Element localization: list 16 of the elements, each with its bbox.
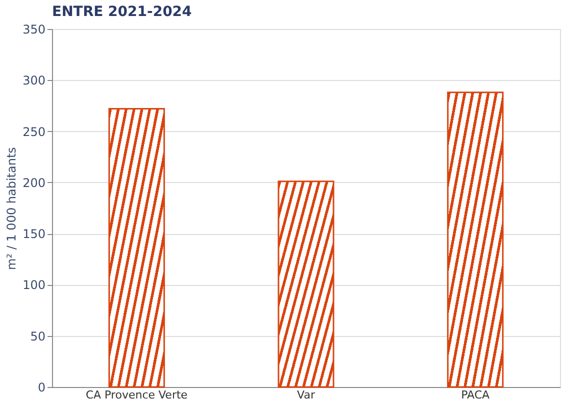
bar	[108, 108, 165, 388]
x-tick-label: Var	[297, 388, 316, 402]
y-tick-label: 0	[38, 380, 46, 394]
y-tick-label: 350	[22, 22, 46, 36]
y-tick-label: 250	[22, 124, 46, 139]
y-tick-label: 50	[30, 329, 46, 344]
x-tick-label: CA Provence Verte	[86, 388, 188, 402]
y-tick-label: 300	[22, 74, 46, 88]
x-tick-label: PACA	[461, 388, 490, 402]
y-tick-label: 100	[22, 278, 46, 292]
bar	[447, 92, 504, 388]
bar	[278, 180, 334, 388]
y-tick-label: 200	[22, 176, 46, 190]
y-tick-label: 150	[22, 227, 46, 242]
chart-title: ENTRE 2021-2024	[52, 4, 192, 20]
y-axis-title: m² / 1 000 habitants	[4, 147, 19, 270]
